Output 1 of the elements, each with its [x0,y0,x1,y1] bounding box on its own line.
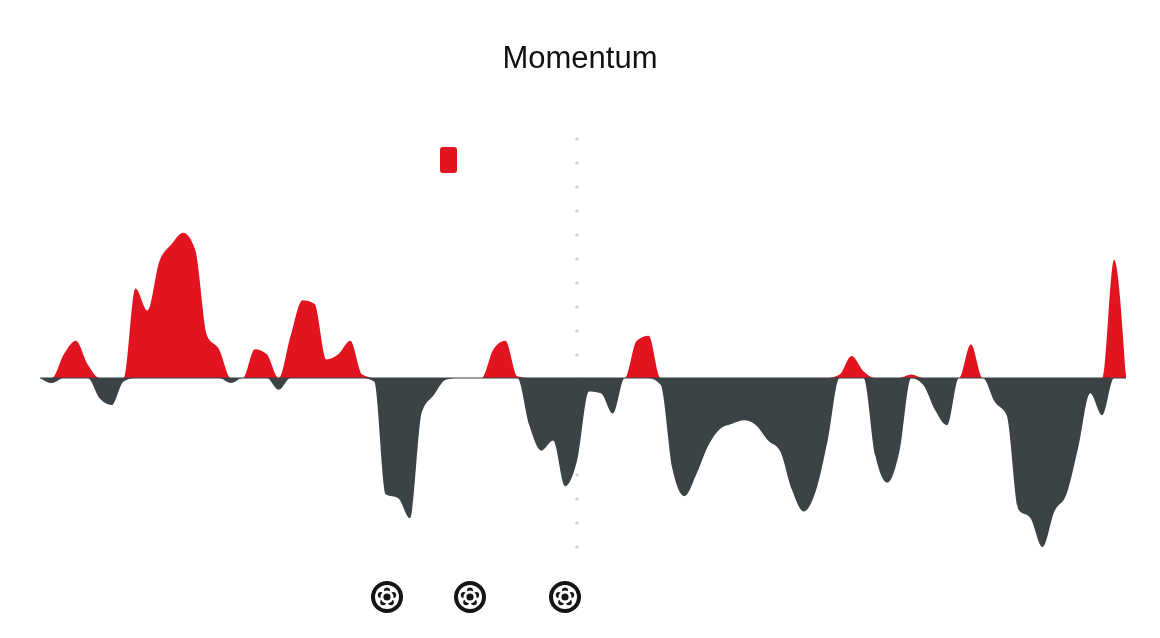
chart-title: Momentum [502,40,658,75]
